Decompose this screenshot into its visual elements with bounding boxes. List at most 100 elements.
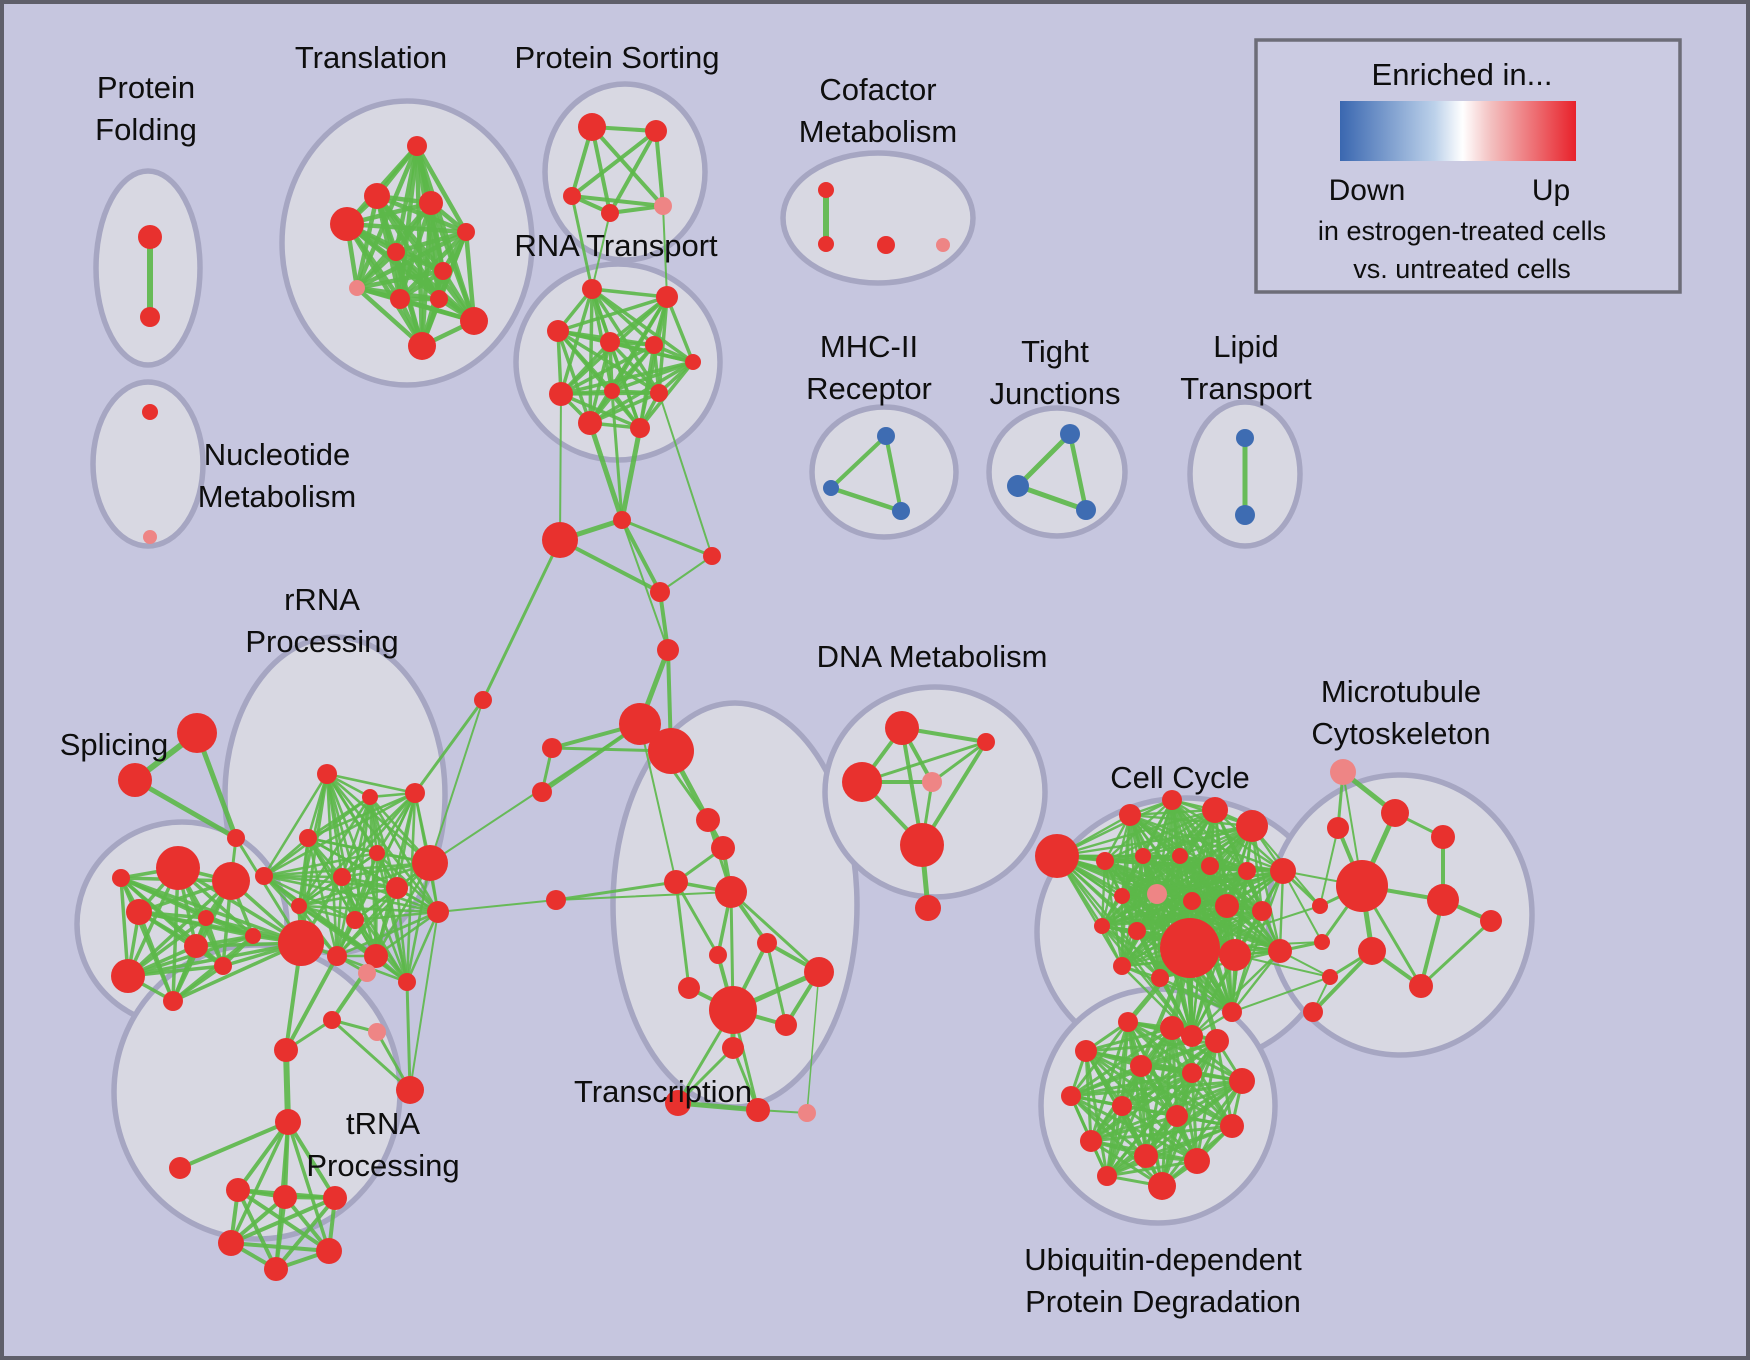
network-node bbox=[1130, 1055, 1152, 1077]
network-node bbox=[1160, 918, 1220, 978]
network-edge bbox=[306, 836, 440, 914]
network-node bbox=[1183, 892, 1201, 910]
network-edge bbox=[405, 910, 440, 984]
network-edge bbox=[1105, 1159, 1199, 1178]
cluster-label-splicing: Splicing bbox=[60, 727, 169, 762]
legend-subtitle-line1: in estrogen-treated cells bbox=[1318, 216, 1606, 246]
network-edge bbox=[1100, 859, 1107, 928]
network-node bbox=[1118, 1012, 1138, 1032]
cluster-ellipse-cofactor-metabolism bbox=[780, 150, 976, 286]
cluster-label-protein-folding: Folding bbox=[95, 112, 197, 147]
network-node bbox=[407, 136, 427, 156]
network-node bbox=[1252, 901, 1272, 921]
network-edge bbox=[437, 899, 557, 913]
network-edge bbox=[860, 740, 988, 784]
network-node bbox=[645, 336, 663, 354]
network-edge bbox=[1319, 827, 1339, 907]
network-edge bbox=[1089, 1124, 1234, 1143]
network-edge bbox=[591, 212, 611, 290]
network-node bbox=[542, 738, 562, 758]
network-node bbox=[892, 502, 910, 520]
network-edge bbox=[556, 329, 661, 395]
network-edge bbox=[1155, 869, 1285, 896]
cluster-label-protein-folding: Protein bbox=[97, 70, 195, 105]
legend-subtitle-line2: vs. untreated cells bbox=[1353, 254, 1571, 284]
network-node bbox=[804, 957, 834, 987]
network-node bbox=[977, 733, 995, 751]
cluster-label-mhc-ii-receptor: MHC-II bbox=[820, 329, 918, 364]
network-node bbox=[922, 772, 942, 792]
network-node bbox=[1075, 1040, 1097, 1062]
network-node bbox=[775, 1014, 797, 1036]
network-node bbox=[1431, 825, 1455, 849]
network-node bbox=[460, 307, 488, 335]
network-node bbox=[757, 933, 777, 953]
network-edge bbox=[1069, 1079, 1244, 1098]
network-node bbox=[333, 868, 351, 886]
network-edge bbox=[1100, 899, 1194, 928]
network-edge bbox=[639, 723, 677, 883]
network-node bbox=[746, 1098, 770, 1122]
network-edge bbox=[654, 129, 665, 208]
network-node bbox=[1094, 918, 1110, 934]
network-edge bbox=[229, 1120, 290, 1245]
network-edge bbox=[558, 538, 662, 594]
network-node bbox=[1219, 939, 1251, 971]
network-node bbox=[275, 1109, 301, 1135]
legend-box bbox=[1254, 38, 1682, 294]
network-node bbox=[546, 890, 566, 910]
legend-gradient-bar bbox=[1340, 101, 1576, 161]
cluster-label-ubiquitin-degradation: Protein Degradation bbox=[1025, 1284, 1301, 1319]
network-edge bbox=[1282, 870, 1323, 943]
network-node bbox=[156, 846, 200, 890]
network-edge bbox=[229, 1196, 337, 1245]
network-node bbox=[1270, 858, 1296, 884]
network-node bbox=[323, 1011, 341, 1029]
network-edge bbox=[554, 880, 678, 902]
network-edge bbox=[330, 1018, 412, 1092]
network-node bbox=[1358, 937, 1386, 965]
network-edge bbox=[171, 934, 255, 1003]
network-node bbox=[1134, 1144, 1158, 1168]
network-edge bbox=[1089, 1071, 1194, 1143]
network-node bbox=[1236, 810, 1268, 842]
network-edge bbox=[829, 434, 888, 490]
network-edge bbox=[393, 249, 477, 324]
network-edge bbox=[556, 329, 592, 425]
network-node bbox=[900, 823, 944, 867]
cluster-label-rna-transport: RNA Transport bbox=[514, 228, 718, 263]
network-node bbox=[327, 946, 347, 966]
network-edge bbox=[665, 295, 695, 364]
network-edge bbox=[1105, 1124, 1234, 1178]
network-edge bbox=[1084, 1049, 1109, 1178]
network-node bbox=[1222, 1002, 1242, 1022]
network-node bbox=[346, 911, 364, 929]
network-node bbox=[709, 986, 757, 1034]
network-edge bbox=[1084, 1049, 1093, 1143]
network-node bbox=[112, 869, 130, 887]
network-edge bbox=[620, 518, 714, 558]
cluster-label-cofactor-metabolism: Metabolism bbox=[799, 114, 958, 149]
network-node bbox=[1181, 1025, 1203, 1047]
network-edge bbox=[1250, 824, 1282, 953]
network-node bbox=[1235, 505, 1255, 525]
network-edge bbox=[570, 129, 658, 198]
network-edge bbox=[286, 1120, 331, 1253]
network-node bbox=[368, 1023, 386, 1041]
network-edge bbox=[325, 772, 417, 795]
network-node bbox=[457, 223, 475, 241]
network-node bbox=[1061, 1086, 1081, 1106]
network-edge bbox=[1160, 1026, 1174, 1188]
network-node bbox=[582, 279, 602, 299]
network-edge bbox=[178, 1120, 290, 1170]
network-node bbox=[600, 332, 620, 352]
network-edge bbox=[262, 861, 432, 878]
cluster-label-trna-processing: tRNA bbox=[346, 1106, 420, 1141]
network-edge bbox=[1234, 954, 1331, 978]
network-edge bbox=[1069, 1064, 1143, 1098]
network-node bbox=[1236, 429, 1254, 447]
network-edge bbox=[1089, 1114, 1179, 1143]
network-node bbox=[1007, 475, 1029, 497]
network-node bbox=[619, 703, 661, 745]
